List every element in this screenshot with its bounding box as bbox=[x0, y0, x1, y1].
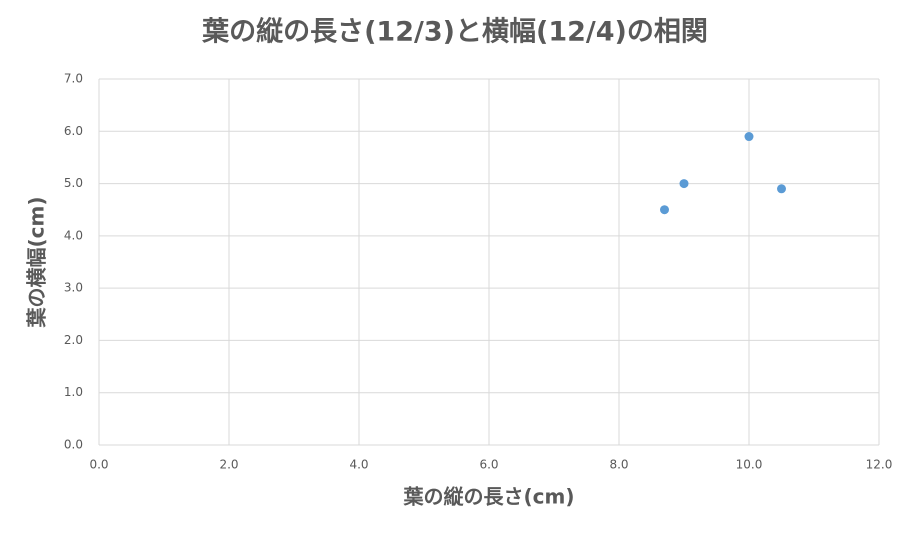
x-tick-label: 8.0 bbox=[609, 458, 628, 472]
x-tick-label: 0.0 bbox=[89, 458, 108, 472]
y-tick-label: 1.0 bbox=[64, 385, 83, 399]
point bbox=[679, 179, 689, 189]
y-tick-label: 2.0 bbox=[64, 333, 83, 347]
point bbox=[660, 205, 669, 215]
x-axis-title: 葉の縦の長さ(cm) bbox=[403, 485, 575, 509]
y-tick-label: 0.0 bbox=[64, 438, 83, 452]
y-axis-title: 葉の横幅(cm) bbox=[25, 197, 49, 329]
x-tick-label: 12.0 bbox=[866, 458, 893, 472]
x-tick-label: 6.0 bbox=[479, 458, 498, 472]
x-tick-label: 4.0 bbox=[349, 458, 368, 472]
point bbox=[744, 132, 754, 142]
y-tick-label: 4.0 bbox=[64, 228, 83, 242]
x-tick-label: 2.0 bbox=[219, 458, 238, 472]
point bbox=[777, 184, 786, 194]
y-tick-label: 5.0 bbox=[64, 176, 83, 190]
y-tick-label: 7.0 bbox=[64, 72, 83, 86]
x-tick-label: 10.0 bbox=[736, 458, 763, 472]
chart-title: 葉の縦の長さ(12/3)と横幅(12/4)の相関 bbox=[201, 17, 708, 48]
y-tick-label: 3.0 bbox=[64, 281, 83, 295]
y-tick-label: 6.0 bbox=[64, 124, 83, 138]
